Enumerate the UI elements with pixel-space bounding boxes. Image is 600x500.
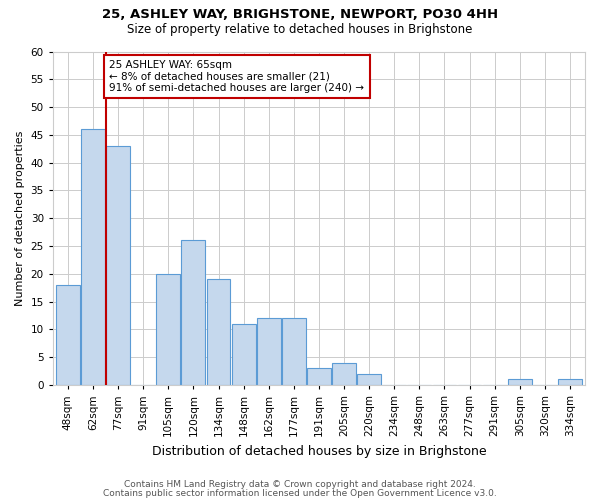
Bar	[558, 380, 582, 385]
Text: 25 ASHLEY WAY: 65sqm
← 8% of detached houses are smaller (21)
91% of semi-detach: 25 ASHLEY WAY: 65sqm ← 8% of detached ho…	[109, 60, 364, 93]
Bar	[106, 146, 130, 385]
Bar	[206, 280, 230, 385]
X-axis label: Distribution of detached houses by size in Brighstone: Distribution of detached houses by size …	[152, 444, 486, 458]
Bar	[181, 240, 205, 385]
Text: Size of property relative to detached houses in Brighstone: Size of property relative to detached ho…	[127, 22, 473, 36]
Bar	[81, 130, 105, 385]
Bar	[282, 318, 306, 385]
Bar	[56, 285, 80, 385]
Text: Contains HM Land Registry data © Crown copyright and database right 2024.: Contains HM Land Registry data © Crown c…	[124, 480, 476, 489]
Bar	[307, 368, 331, 385]
Y-axis label: Number of detached properties: Number of detached properties	[15, 130, 25, 306]
Bar	[232, 324, 256, 385]
Bar	[357, 374, 381, 385]
Bar	[508, 380, 532, 385]
Text: Contains public sector information licensed under the Open Government Licence v3: Contains public sector information licen…	[103, 488, 497, 498]
Bar	[157, 274, 180, 385]
Text: 25, ASHLEY WAY, BRIGHSTONE, NEWPORT, PO30 4HH: 25, ASHLEY WAY, BRIGHSTONE, NEWPORT, PO3…	[102, 8, 498, 20]
Bar	[257, 318, 281, 385]
Bar	[332, 363, 356, 385]
